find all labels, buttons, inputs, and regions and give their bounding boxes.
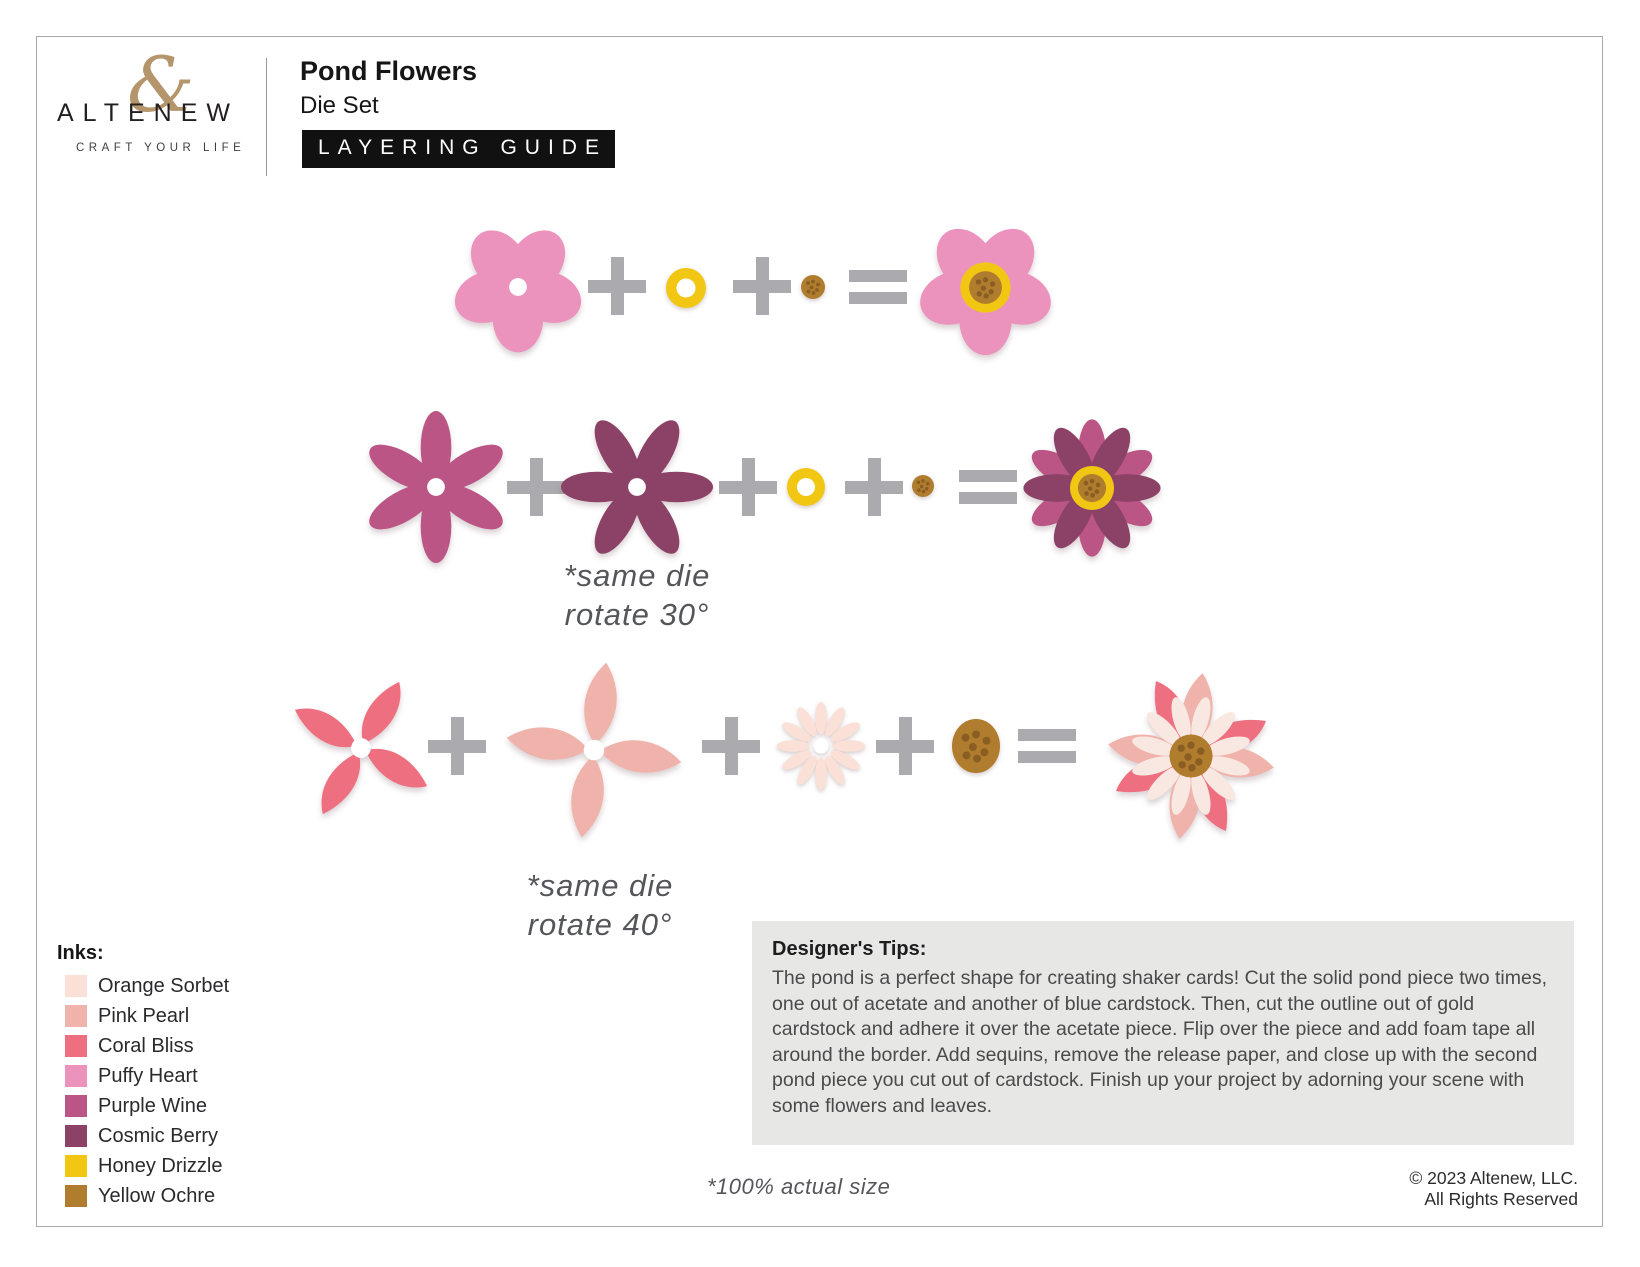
- yellow-ochre-center-die: [952, 719, 1000, 773]
- ink-name: Yellow Ochre: [98, 1184, 216, 1207]
- ink-name: Purple Wine: [98, 1094, 207, 1117]
- equals-icon: [959, 470, 1017, 504]
- ink-swatch: [65, 1155, 87, 1177]
- ink-legend-item: Orange Sorbet: [57, 971, 229, 1001]
- product-subtitle: Die Set: [300, 92, 379, 119]
- logo-ampersand-icon: &: [127, 40, 195, 129]
- pink-pearl-4petal-die: [504, 660, 684, 840]
- assembled-flower-3: [1106, 671, 1276, 841]
- assembled-flower-2: [1023, 419, 1161, 557]
- ink-name: Coral Bliss: [98, 1034, 194, 1057]
- tips-body: The pond is a perfect shape for creating…: [772, 967, 1548, 1117]
- logo-wordmark: ALTENEW: [57, 99, 239, 127]
- row2-note: *same die rotate 30°: [564, 556, 711, 634]
- ink-swatch: [65, 1185, 87, 1207]
- header-divider: [266, 58, 267, 176]
- ink-legend-item: Honey Drizzle: [57, 1151, 229, 1181]
- ink-legend-list: Orange Sorbet Pink Pearl Coral Bliss Puffy …: [57, 971, 229, 1211]
- ink-swatch: [65, 1095, 87, 1117]
- equals-icon: [1018, 729, 1076, 763]
- ink-name: Puffy Heart: [98, 1064, 198, 1087]
- ink-swatch: [65, 1065, 87, 1087]
- coral-bliss-4petal-die: [290, 677, 432, 819]
- ink-name: Orange Sorbet: [98, 974, 230, 997]
- row3-note-line1: *same die: [526, 868, 674, 903]
- puffy-heart-5petal-die: [448, 219, 588, 353]
- ink-swatch: [65, 1125, 87, 1147]
- ink-name: Honey Drizzle: [98, 1154, 223, 1177]
- plus-icon: [876, 717, 934, 775]
- ink-legend-item: Cosmic Berry: [57, 1121, 229, 1151]
- plus-icon: [845, 458, 903, 516]
- yellow-ochre-center-die: [801, 275, 825, 299]
- assembled-flower-1: [913, 217, 1058, 356]
- ink-swatch: [65, 975, 87, 997]
- ink-legend-item: Coral Bliss: [57, 1031, 229, 1061]
- plus-icon: [702, 717, 760, 775]
- plus-icon: [588, 257, 646, 315]
- altenew-logo: & ALTENEW: [57, 47, 239, 128]
- copyright-line1: © 2023 Altenew, LLC.: [1409, 1168, 1578, 1188]
- ink-legend-item: Purple Wine: [57, 1091, 229, 1121]
- plus-icon: [507, 458, 565, 516]
- ink-name: Cosmic Berry: [98, 1124, 219, 1147]
- ink-swatch: [65, 1035, 87, 1057]
- plus-icon: [733, 257, 791, 315]
- row2-note-line1: *same die: [563, 558, 711, 593]
- product-title: Pond Flowers: [300, 56, 478, 86]
- layering-guide-badge: LAYERING GUIDE: [302, 130, 615, 168]
- inks-heading: Inks:: [57, 942, 104, 964]
- orange-sorbet-fringe-die: [776, 701, 866, 791]
- ink-legend-item: Pink Pearl: [57, 1001, 229, 1031]
- purple-wine-6petal-die: [362, 410, 510, 564]
- row3-note: *same die rotate 40°: [527, 866, 674, 944]
- plus-icon: [719, 458, 777, 516]
- cosmic-berry-6petal-die: [560, 413, 714, 561]
- equals-icon: [849, 270, 907, 304]
- designers-tips-box: Designer's Tips: The pond is a perfect s…: [752, 921, 1574, 1145]
- yellow-ochre-center-die: [912, 475, 934, 497]
- ink-swatch: [65, 1005, 87, 1027]
- honey-drizzle-ring-die: [666, 268, 706, 308]
- ink-name: Pink Pearl: [98, 1004, 190, 1027]
- row3-note-line2: rotate 40°: [527, 907, 673, 942]
- copyright-line2: All Rights Reserved: [1424, 1189, 1578, 1209]
- logo-tagline: CRAFT YOUR LIFE: [76, 142, 246, 154]
- actual-size-footnote: *100% actual size: [707, 1174, 891, 1199]
- copyright: © 2023 Altenew, LLC. All Rights Reserved: [1409, 1168, 1578, 1210]
- honey-drizzle-ring-die: [787, 468, 825, 506]
- tips-heading: Designer's Tips:: [772, 938, 927, 960]
- inks-legend: Inks: Orange Sorbet Pink Pearl Coral Bliss…: [57, 942, 229, 1211]
- ink-legend-item: Puffy Heart: [57, 1061, 229, 1091]
- ink-legend-item: Yellow Ochre: [57, 1181, 229, 1211]
- plus-icon: [428, 717, 486, 775]
- row2-note-line2: rotate 30°: [564, 597, 710, 632]
